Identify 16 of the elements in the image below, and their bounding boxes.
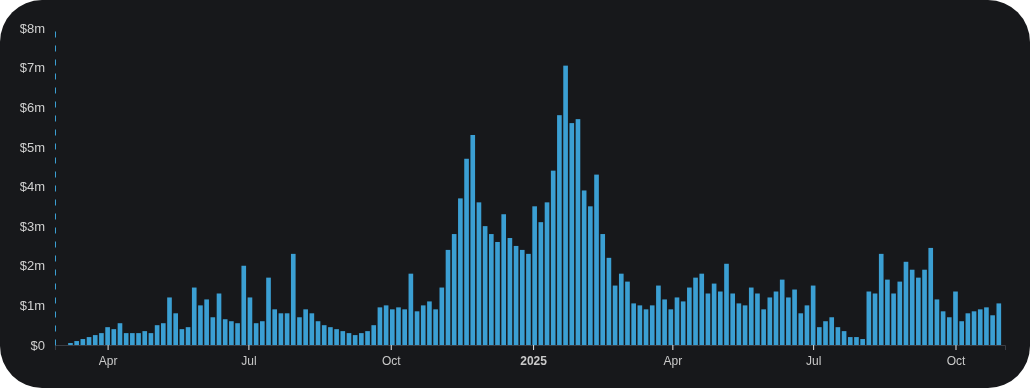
- y-tick-label: $4m: [19, 179, 45, 195]
- x-tick-label: 2025: [520, 353, 548, 368]
- x-tick-label: Apr: [663, 353, 683, 368]
- y-tick-label: $6m: [19, 99, 45, 115]
- y-tick-label: $0: [30, 337, 45, 353]
- x-tick-label: Oct: [381, 353, 402, 368]
- y-tick-label: $8m: [19, 20, 45, 36]
- y-tick-label: $3m: [19, 218, 45, 234]
- y-tick-label: $1m: [19, 298, 45, 314]
- x-tick-label: Jul: [805, 353, 822, 368]
- y-tick-label: $7m: [19, 60, 45, 76]
- x-tick-label: Jul: [241, 353, 257, 368]
- y-tick-label: $5m: [19, 139, 45, 155]
- y-tick-label: $2m: [19, 258, 45, 274]
- x-tick-label: Apr: [98, 353, 118, 368]
- x-tick-label: Oct: [946, 353, 966, 368]
